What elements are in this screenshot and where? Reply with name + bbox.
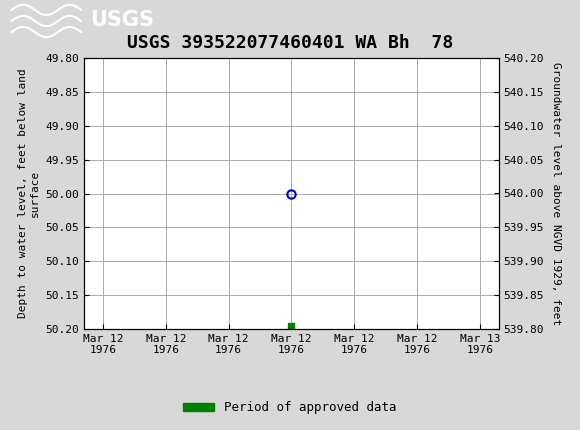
Text: USGS 393522077460401 WA Bh  78: USGS 393522077460401 WA Bh 78 — [127, 34, 453, 52]
Text: USGS: USGS — [90, 10, 154, 30]
Y-axis label: Groundwater level above NGVD 1929, feet: Groundwater level above NGVD 1929, feet — [551, 62, 561, 325]
Y-axis label: Depth to water level, feet below land
surface: Depth to water level, feet below land su… — [19, 69, 40, 318]
Legend: Period of approved data: Period of approved data — [178, 396, 402, 419]
